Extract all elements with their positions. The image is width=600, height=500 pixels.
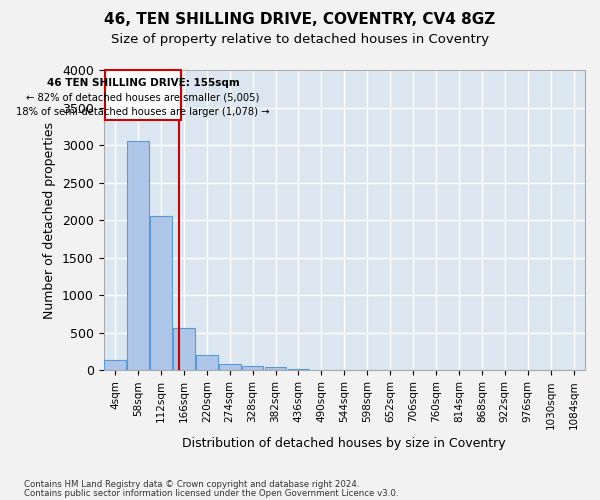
Bar [196,356,218,370]
Bar [242,366,263,370]
Bar [127,140,149,370]
Bar [104,360,126,370]
FancyBboxPatch shape [105,70,181,119]
Bar [287,369,310,370]
Text: 46 TEN SHILLING DRIVE: 155sqm: 46 TEN SHILLING DRIVE: 155sqm [47,78,239,88]
Bar [265,368,286,370]
Text: ← 82% of detached houses are smaller (5,005): ← 82% of detached houses are smaller (5,… [26,92,260,102]
Text: Contains public sector information licensed under the Open Government Licence v3: Contains public sector information licen… [24,488,398,498]
Text: 46, TEN SHILLING DRIVE, COVENTRY, CV4 8GZ: 46, TEN SHILLING DRIVE, COVENTRY, CV4 8G… [104,12,496,28]
Text: 18% of semi-detached houses are larger (1,078) →: 18% of semi-detached houses are larger (… [16,107,270,117]
Bar [219,364,241,370]
Text: Contains HM Land Registry data © Crown copyright and database right 2024.: Contains HM Land Registry data © Crown c… [24,480,359,489]
Bar [150,216,172,370]
Y-axis label: Number of detached properties: Number of detached properties [43,122,56,318]
Text: Size of property relative to detached houses in Coventry: Size of property relative to detached ho… [111,32,489,46]
Bar [173,328,195,370]
X-axis label: Distribution of detached houses by size in Coventry: Distribution of detached houses by size … [182,437,506,450]
